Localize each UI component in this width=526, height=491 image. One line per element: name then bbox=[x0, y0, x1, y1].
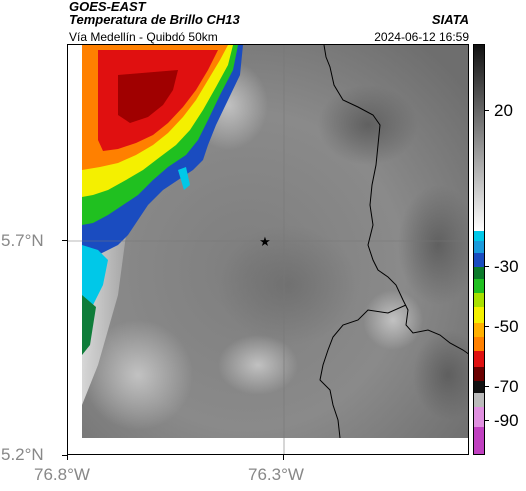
colorbar-label: -90 bbox=[494, 411, 519, 430]
colorbar-pink bbox=[474, 407, 484, 427]
colorbar-green bbox=[474, 279, 484, 293]
light-patch bbox=[83, 320, 193, 430]
satellite-map[interactable]: ★ bbox=[67, 44, 469, 455]
no-data-strip bbox=[68, 438, 468, 454]
colorbar-lightgray bbox=[474, 393, 484, 407]
colorbar-orange bbox=[474, 337, 484, 351]
colorbar-lightblue bbox=[474, 241, 484, 253]
dark-patch bbox=[398, 185, 468, 305]
department-border bbox=[323, 45, 468, 355]
lat-tick-label: 5.7°N bbox=[1, 231, 44, 250]
lon-tick bbox=[67, 455, 68, 460]
colorbar-tick bbox=[484, 266, 489, 267]
colorbar-label: -30 bbox=[494, 257, 519, 276]
colorbar-label: -50 bbox=[494, 317, 519, 336]
department-border bbox=[319, 304, 407, 439]
cloud-contour-cyan bbox=[178, 167, 190, 190]
dark-patch bbox=[318, 85, 418, 165]
colorbar-gradient bbox=[474, 45, 484, 454]
lat-tick bbox=[62, 240, 67, 241]
product-title: Temperatura de Brillo CH13 bbox=[69, 12, 240, 27]
lat-tick-label: 5.2°N bbox=[1, 445, 44, 464]
colorbar-red bbox=[474, 351, 484, 367]
colorbar-yellow bbox=[474, 307, 484, 323]
cloud-contour-green-small bbox=[82, 295, 96, 355]
colorbar-lime bbox=[474, 293, 484, 307]
cloud-contour-cyan bbox=[82, 245, 108, 315]
timestamp-label: 2024-06-12 16:59 bbox=[374, 30, 469, 44]
dark-patch bbox=[218, 225, 358, 345]
colorbar-tick bbox=[484, 326, 489, 327]
no-data-strip bbox=[68, 45, 82, 454]
colorbar-magenta bbox=[474, 427, 484, 454]
colorbar-gray-section bbox=[474, 45, 484, 231]
lon-tick-label: 76.3°W bbox=[248, 465, 304, 484]
light-patch bbox=[363, 290, 423, 350]
dark-patch bbox=[413, 330, 468, 420]
colorbar-darkred bbox=[474, 367, 484, 381]
colorbar-black bbox=[474, 381, 484, 393]
colorbar-lightorange bbox=[474, 323, 484, 337]
colorbar-darkgreen bbox=[474, 267, 484, 279]
light-patch bbox=[218, 335, 298, 395]
colorbar-cyan bbox=[474, 231, 484, 241]
organization-label: SIATA bbox=[431, 12, 469, 27]
lat-tick bbox=[62, 455, 67, 456]
lon-tick-label: 76.8°W bbox=[34, 465, 90, 484]
colorbar-label: -70 bbox=[494, 377, 519, 396]
colorbar bbox=[473, 44, 485, 455]
lon-tick bbox=[283, 455, 284, 460]
colorbar-blue bbox=[474, 253, 484, 267]
colorbar-tick bbox=[484, 386, 489, 387]
brightness-temperature-map: ★ bbox=[68, 45, 468, 454]
colorbar-label: 20 bbox=[494, 101, 513, 120]
map-subtitle: Vía Medellín - Quibdó 50km bbox=[69, 30, 218, 44]
cloud-contour-dark-red bbox=[118, 70, 178, 123]
satellite-source-label: GOES-EAST bbox=[69, 0, 146, 14]
star-icon: ★ bbox=[259, 235, 271, 250]
colorbar-tick bbox=[484, 420, 489, 421]
colorbar-tick bbox=[484, 110, 489, 111]
